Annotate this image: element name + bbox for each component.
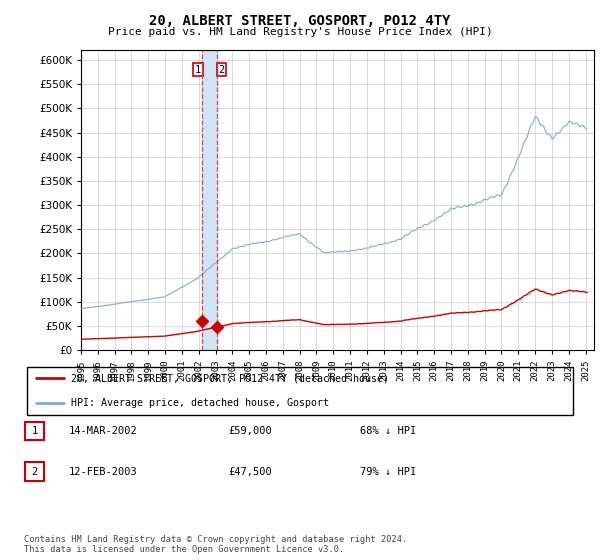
Text: 14-MAR-2002: 14-MAR-2002	[69, 426, 138, 436]
Text: 1: 1	[31, 426, 38, 436]
Text: 20, ALBERT STREET, GOSPORT, PO12 4TY: 20, ALBERT STREET, GOSPORT, PO12 4TY	[149, 14, 451, 28]
Bar	[202, 50, 217, 350]
Text: £47,500: £47,500	[228, 466, 272, 477]
Text: 2: 2	[31, 466, 38, 477]
Text: 79% ↓ HPI: 79% ↓ HPI	[360, 466, 416, 477]
Text: £59,000: £59,000	[228, 426, 272, 436]
Text: Price paid vs. HM Land Registry's House Price Index (HPI): Price paid vs. HM Land Registry's House …	[107, 27, 493, 37]
Text: 20, ALBERT STREET, GOSPORT, PO12 4TY (detached house): 20, ALBERT STREET, GOSPORT, PO12 4TY (de…	[71, 374, 389, 384]
Text: 1: 1	[195, 65, 201, 74]
Text: 2: 2	[218, 65, 224, 74]
Text: Contains HM Land Registry data © Crown copyright and database right 2024.
This d: Contains HM Land Registry data © Crown c…	[24, 535, 407, 554]
Text: HPI: Average price, detached house, Gosport: HPI: Average price, detached house, Gosp…	[71, 398, 329, 408]
Text: 12-FEB-2003: 12-FEB-2003	[69, 466, 138, 477]
Text: 68% ↓ HPI: 68% ↓ HPI	[360, 426, 416, 436]
